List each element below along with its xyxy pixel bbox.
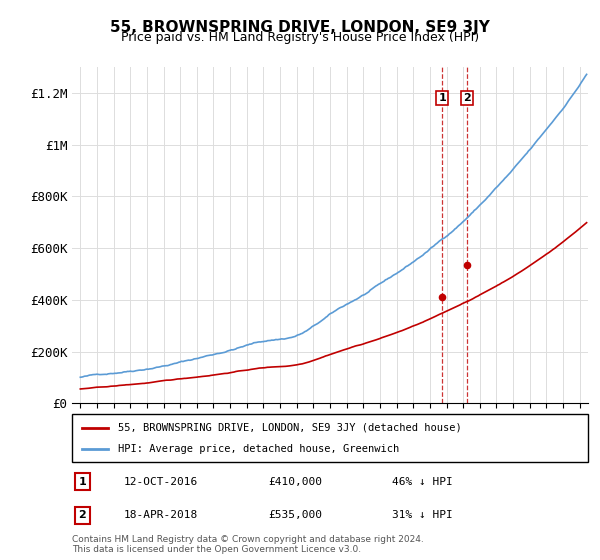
Text: Price paid vs. HM Land Registry's House Price Index (HPI): Price paid vs. HM Land Registry's House … (121, 31, 479, 44)
Text: 12-OCT-2016: 12-OCT-2016 (124, 477, 198, 487)
Text: 2: 2 (463, 93, 471, 103)
Text: 31% ↓ HPI: 31% ↓ HPI (392, 510, 452, 520)
Point (437, 293, 447, 302)
Text: 1: 1 (439, 93, 446, 103)
Text: £410,000: £410,000 (268, 477, 322, 487)
Text: 55, BROWNSPRING DRIVE, LONDON, SE9 3JY: 55, BROWNSPRING DRIVE, LONDON, SE9 3JY (110, 20, 490, 35)
Point (463, 260, 472, 269)
Text: 18-APR-2018: 18-APR-2018 (124, 510, 198, 520)
Text: 55, BROWNSPRING DRIVE, LONDON, SE9 3JY (detached house): 55, BROWNSPRING DRIVE, LONDON, SE9 3JY (… (118, 423, 462, 433)
Text: 1: 1 (79, 477, 86, 487)
Text: £535,000: £535,000 (268, 510, 322, 520)
FancyBboxPatch shape (72, 414, 588, 462)
Text: Contains HM Land Registry data © Crown copyright and database right 2024.
This d: Contains HM Land Registry data © Crown c… (72, 535, 424, 554)
Text: HPI: Average price, detached house, Greenwich: HPI: Average price, detached house, Gree… (118, 444, 400, 454)
Text: 2: 2 (79, 510, 86, 520)
Text: 46% ↓ HPI: 46% ↓ HPI (392, 477, 452, 487)
